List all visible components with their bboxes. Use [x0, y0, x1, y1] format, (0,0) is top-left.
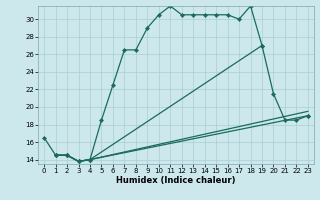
- X-axis label: Humidex (Indice chaleur): Humidex (Indice chaleur): [116, 176, 236, 185]
